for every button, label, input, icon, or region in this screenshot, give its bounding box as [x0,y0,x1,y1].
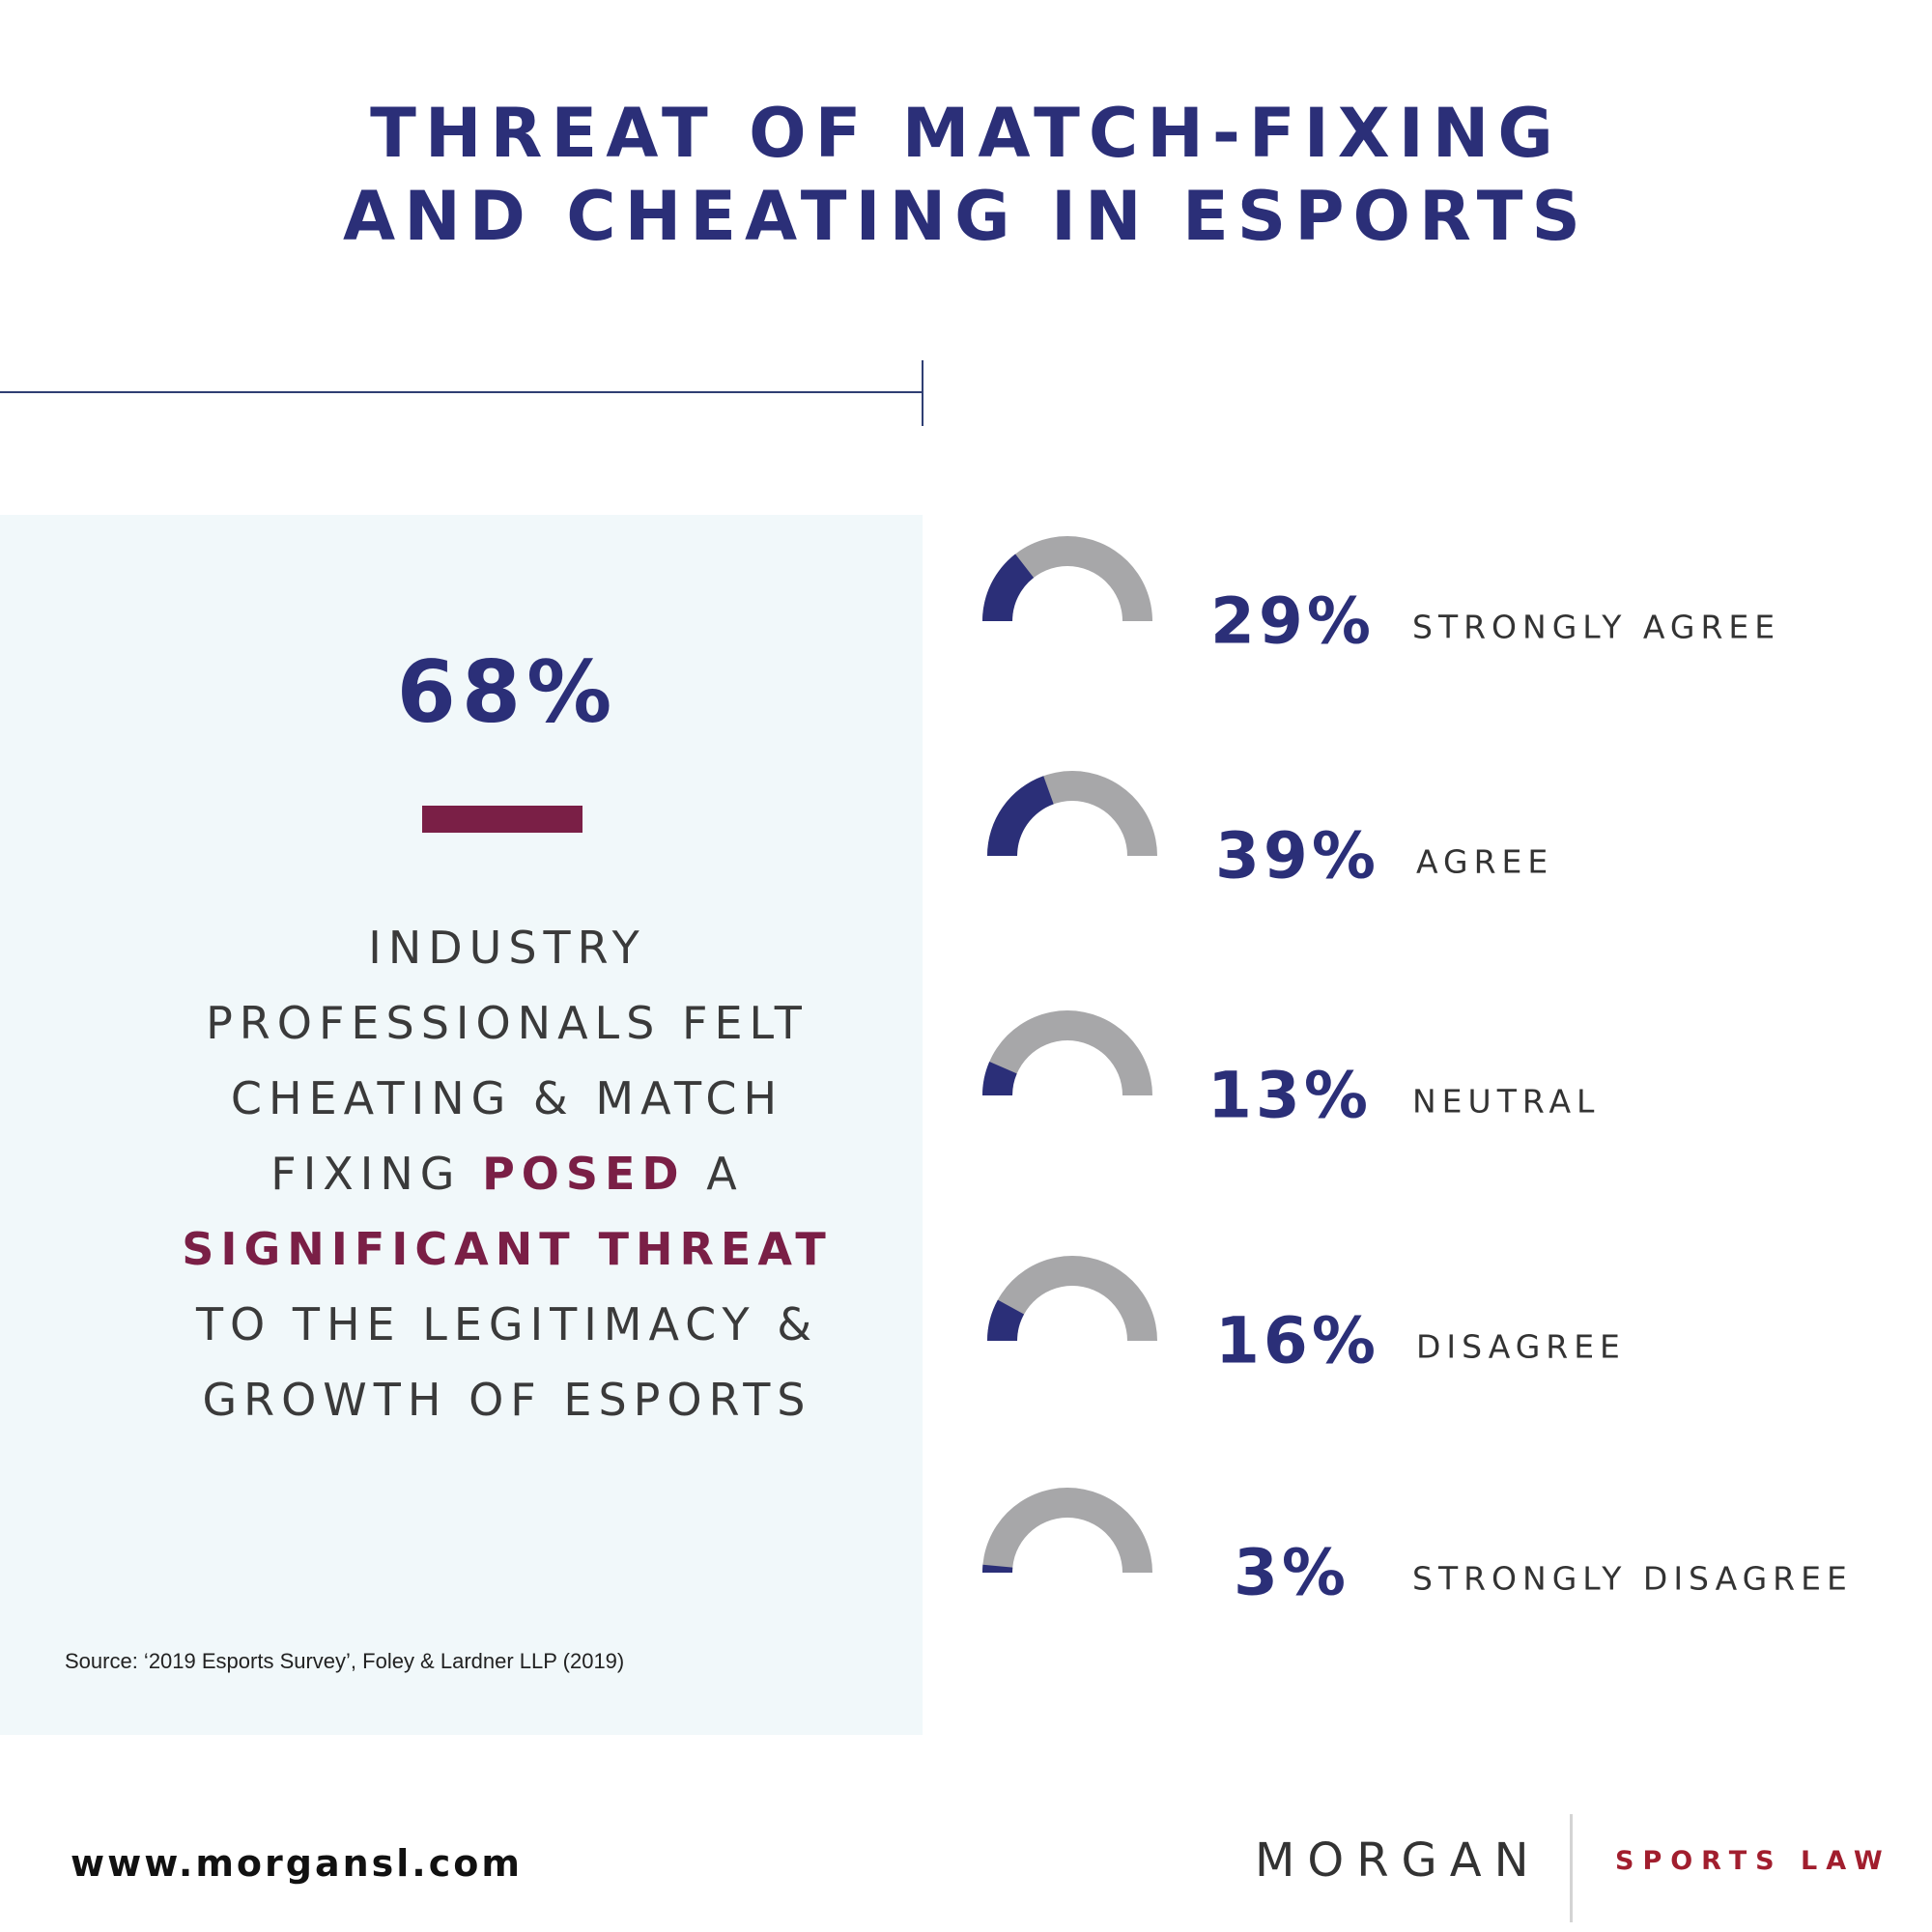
summary-percent: 68% [396,642,618,742]
gauge-fill [982,1062,1017,1095]
gauge-fill [982,554,1035,621]
statement-line-1: INDUSTRY [368,922,646,974]
statement-line-4: FIXING POSED A [0,1136,1014,1211]
statement-text-fixing: FIXING [270,1148,483,1200]
gauge-fill [987,1299,1025,1341]
gauge-fill [982,1564,1013,1573]
gauge-category-label: DISAGREE [1416,1328,1626,1366]
chart-title: THREAT OF MATCH-FIXING AND CHEATING IN E… [0,92,1932,258]
gauge-track [982,536,1152,621]
summary-statement: INDUSTRY PROFESSIONALS FELT CHEATING & M… [0,910,1014,1437]
summary-panel [0,515,923,1735]
gauge-percent-label: 16% [1215,1304,1379,1378]
gauge-percent-label: 3% [1234,1536,1350,1610]
gauge-category-label: AGREE [1416,843,1553,881]
gauge-fill [987,776,1054,856]
accent-bar [422,806,582,833]
title-line-2: AND CHEATING IN ESPORTS [343,177,1589,256]
gauge-percent-label: 13% [1208,1059,1372,1133]
logo-morgan: MORGAN [1255,1833,1542,1888]
gauge-category-label: STRONGLY AGREE [1412,609,1780,646]
gauge-category-label: NEUTRAL [1412,1083,1600,1121]
gauge-percent-label: 29% [1210,584,1375,659]
statement-highlight-threat: SIGNIFICANT THREAT [182,1223,833,1275]
statement-text-a: A [685,1148,744,1200]
logo-separator [1570,1814,1573,1922]
statement-line-3: CHEATING & MATCH [230,1072,784,1124]
logo-sports-law: SPORTS LAW [1615,1846,1891,1876]
divider-horizontal [0,391,923,393]
statement-line-6: TO THE LEGITIMACY & [195,1298,819,1350]
gauge-track [982,1488,1152,1573]
divider-vertical [922,360,923,426]
statement-highlight-posed: POSED [482,1148,686,1200]
statement-line-7: GROWTH OF ESPORTS [202,1374,812,1426]
title-line-1: THREAT OF MATCH-FIXING [370,94,1562,173]
source-note: Source: ‘2019 Esports Survey’, Foley & L… [65,1649,625,1673]
statement-line-2: PROFESSIONALS FELT [206,997,809,1049]
website-link[interactable]: www.morgansl.com [71,1842,523,1885]
gauge-track [987,1256,1157,1341]
gauge-category-label: STRONGLY DISAGREE [1412,1560,1853,1598]
gauge-track [982,1010,1152,1095]
gauge-percent-label: 39% [1215,819,1379,894]
